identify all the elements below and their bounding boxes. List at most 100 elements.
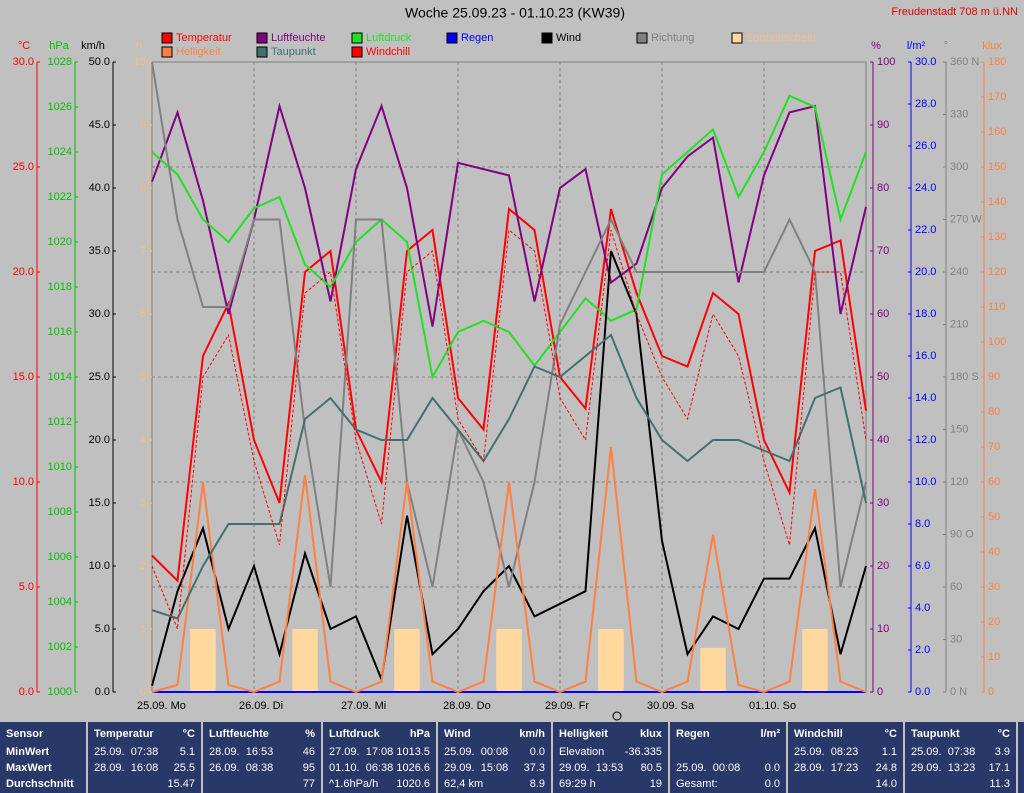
- y-tick-label: 150: [988, 161, 1006, 173]
- cell-label: 25.09. 07:38: [911, 746, 976, 758]
- cell-label: 29.09. 13:53: [559, 762, 624, 774]
- cell-label: 28.09. 16:08: [94, 762, 159, 774]
- legend-swatch: [541, 32, 553, 44]
- y-tick-label: 90 O: [950, 528, 974, 540]
- cell-value: 1020.6: [396, 778, 430, 790]
- y-tick-label: 50: [988, 511, 1000, 523]
- legend-label: Helligkeit: [176, 46, 221, 58]
- y-tick-label: 140: [988, 196, 1006, 208]
- y-tick-label: 10.0: [915, 476, 936, 488]
- y-tick-label: 30: [877, 497, 889, 509]
- y-tick-label: 1: [140, 623, 146, 635]
- series-line: [151, 229, 867, 630]
- axis-unit: h: [136, 40, 142, 52]
- legend-label: Regen: [461, 32, 493, 44]
- cell-label: 25.09. 00:08: [676, 762, 741, 774]
- y-tick-label: 20.0: [13, 266, 34, 278]
- cell-value: 5.1: [179, 746, 195, 758]
- legend-swatch: [256, 32, 268, 44]
- series-line: [151, 102, 867, 327]
- legend-swatch: [351, 32, 363, 44]
- column-header: Wind: [444, 728, 471, 740]
- y-tick-label: 20: [877, 560, 889, 572]
- table-column: Windchill °C 25.09. 08:23 1.1 28.09. 17:23 24…: [788, 722, 905, 793]
- y-tick-label: 4.0: [915, 602, 930, 614]
- y-tick-label: 80: [988, 406, 1000, 418]
- column-header: Regen: [676, 728, 710, 740]
- cell-value: 14.0: [875, 778, 897, 790]
- legend-label: Richtung: [651, 32, 694, 44]
- column-unit: °C: [997, 728, 1010, 740]
- cell-label: 25.09. 07:38: [94, 746, 159, 758]
- y-tick-label: 6: [140, 308, 146, 320]
- y-tick-label: 40: [877, 434, 889, 446]
- y-tick-label: 210: [950, 318, 968, 330]
- location: Freudenstadt 708 m ü.NN: [891, 6, 1018, 18]
- y-tick-label: 150: [950, 423, 968, 435]
- cell-value: 95: [302, 762, 315, 774]
- y-tick-label: 40.0: [89, 182, 110, 194]
- sun-bar: [598, 629, 624, 692]
- cell-value: 80.5: [640, 762, 662, 774]
- y-tick-label: 3: [140, 497, 146, 509]
- cell-value: 8.9: [529, 778, 545, 790]
- column-header: Helligkeit: [559, 728, 608, 740]
- cell-value: 0.0: [764, 762, 780, 774]
- table-column: Regen l/m² 25.09. 00:08 0.0 Gesamt: 0.0: [670, 722, 788, 793]
- x-tick-label: 27.09. Mi: [341, 700, 386, 712]
- y-tick-label: 330: [950, 108, 968, 120]
- cell-value: 0.0: [764, 778, 780, 790]
- chart: Woche 25.09.23 - 01.10.23 (KW39) Freuden…: [13, 5, 1018, 721]
- axis-unit: l/m²: [907, 40, 926, 52]
- column-unit: km/h: [519, 728, 545, 740]
- y-tick-label: 30.0: [13, 56, 34, 68]
- cell-value: 24.8: [875, 762, 897, 774]
- legend-label: Temperatur: [176, 32, 232, 44]
- y-tick-label: 1004: [48, 596, 72, 608]
- cell-value: 77: [302, 778, 315, 790]
- y-tick-label: 5: [140, 371, 146, 383]
- y-tick-label: 24.0: [915, 182, 936, 194]
- y-tick-label: 1020: [48, 236, 72, 248]
- y-tick-label: 120: [988, 266, 1006, 278]
- y-tick-label: 60: [950, 581, 962, 593]
- y-tick-label: 10.0: [13, 476, 34, 488]
- y-tick-label: 1024: [48, 146, 72, 158]
- y-tick-label: 90: [988, 371, 1000, 383]
- column-header: Luftfeuchte: [209, 728, 269, 740]
- x-tick-label: 28.09. Do: [443, 700, 491, 712]
- cell-value: 0.0: [529, 746, 545, 758]
- sun-bar: [190, 629, 216, 692]
- y-tick-label: 90: [877, 119, 889, 131]
- x-tick-label: 30.09. Sa: [647, 700, 695, 712]
- axis-unit: hPa: [49, 40, 69, 52]
- y-tick-label: 5.0: [95, 623, 110, 635]
- y-tick-label: 5.0: [19, 581, 34, 593]
- cell-label: 29.09. 15:08: [444, 762, 509, 774]
- y-tick-label: 7: [140, 245, 146, 257]
- table-column: Luftdruck hPa 27.09. 17:08 1013.5 01.10. 06:…: [323, 722, 438, 793]
- column-header: Windchill: [794, 728, 843, 740]
- sun-bar: [394, 629, 420, 692]
- cell-label: 28.09. 17:23: [794, 762, 859, 774]
- legend-label: Sonnenschein: [746, 32, 816, 44]
- column-header: Sensor: [6, 728, 44, 740]
- y-tick-label: 1022: [48, 191, 72, 203]
- column-header: Taupunkt: [911, 728, 960, 740]
- y-tick-label: 1010: [48, 461, 72, 473]
- cell-label: ^1.6hPa/h: [329, 778, 379, 790]
- y-tick-label: 1028: [48, 56, 72, 68]
- y-tick-label: 1012: [48, 416, 72, 428]
- y-tick-label: 80: [877, 182, 889, 194]
- cell-label: Gesamt:: [676, 778, 718, 790]
- y-tick-label: 1016: [48, 326, 72, 338]
- x-tick-label: 25.09. Mo: [137, 700, 186, 712]
- y-tick-label: 20: [988, 616, 1000, 628]
- y-tick-label: 360 N: [950, 56, 979, 68]
- y-tick-label: 300: [950, 161, 968, 173]
- cell-value: -36.335: [624, 746, 662, 758]
- y-tick-label: 40: [988, 546, 1000, 558]
- legend-swatch: [351, 46, 363, 58]
- table-column: Taupunkt °C 25.09. 07:38 3.9 29.09. 13:23 17.…: [905, 722, 1018, 793]
- y-tick-label: 270 W: [950, 213, 982, 225]
